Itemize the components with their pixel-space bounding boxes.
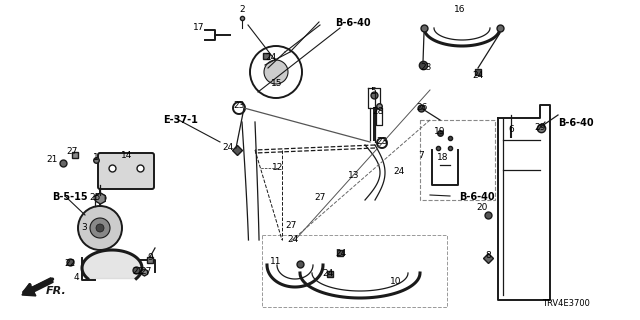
Text: 16: 16 [454,5,466,14]
Text: 1: 1 [93,154,99,163]
Text: 20: 20 [476,204,488,212]
Text: 5: 5 [370,87,376,97]
Text: 26: 26 [416,102,428,111]
Text: 13: 13 [348,171,360,180]
Text: 14: 14 [122,150,132,159]
Text: B-6-40: B-6-40 [558,118,594,128]
Text: 27: 27 [314,194,326,203]
Text: 10: 10 [390,277,402,286]
Text: 18: 18 [437,154,449,163]
Bar [420,120,495,200]
Text: 19: 19 [435,127,445,137]
Text: 27: 27 [285,220,297,229]
Text: TRV4E3700: TRV4E3700 [542,299,590,308]
Text: 24: 24 [266,52,276,61]
Text: 25: 25 [90,194,100,203]
Text: 6: 6 [508,125,514,134]
Text: 24: 24 [472,70,484,79]
Text: 27: 27 [67,148,77,156]
Text: 8: 8 [485,251,491,260]
Text: 15: 15 [271,78,283,87]
Text: 23: 23 [234,100,244,109]
Text: 22: 22 [65,259,76,268]
Circle shape [78,206,122,250]
Text: 24: 24 [335,249,347,258]
Text: 17: 17 [193,23,205,33]
Text: 24: 24 [222,143,234,153]
Text: 24: 24 [287,236,299,244]
Text: 24: 24 [323,269,333,278]
Text: 3: 3 [81,223,87,233]
Text: 23: 23 [420,62,432,71]
FancyBboxPatch shape [98,153,154,189]
Text: 12: 12 [272,164,284,172]
Circle shape [264,60,288,84]
Circle shape [96,224,104,232]
Text: 29: 29 [534,124,546,132]
Circle shape [90,218,110,238]
Text: E-37-1: E-37-1 [163,115,198,125]
Text: 24: 24 [394,167,404,177]
Text: 2: 2 [239,5,245,14]
Text: B-5-15: B-5-15 [52,192,88,202]
Text: B-6-40: B-6-40 [459,192,495,202]
Text: 7: 7 [418,150,424,159]
Text: 11: 11 [270,258,282,267]
Text: 22: 22 [132,268,143,276]
Text: B-6-40: B-6-40 [335,18,371,28]
Text: 21: 21 [46,156,58,164]
Polygon shape [82,250,142,279]
Text: 27: 27 [140,268,152,276]
Text: 28: 28 [372,108,384,116]
Text: 9: 9 [147,253,153,262]
Text: FR.: FR. [46,286,67,296]
Text: 4: 4 [73,274,79,283]
FancyArrow shape [22,278,53,296]
Bar [262,235,447,307]
Text: 23: 23 [376,138,388,147]
